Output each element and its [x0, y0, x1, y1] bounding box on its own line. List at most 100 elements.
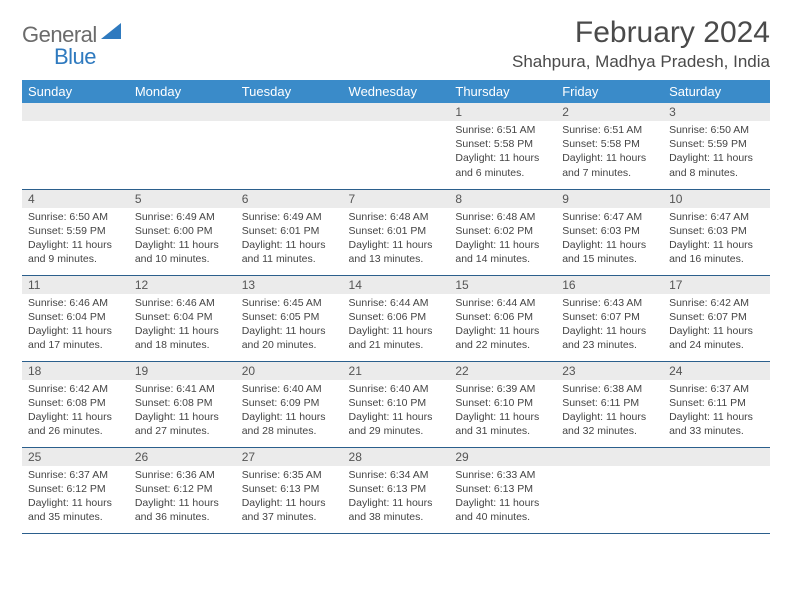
- day-number: 20: [236, 362, 343, 380]
- day-number: [556, 448, 663, 466]
- month-title: February 2024: [512, 16, 770, 50]
- day-details: Sunrise: 6:45 AMSunset: 6:05 PMDaylight:…: [236, 294, 343, 357]
- calendar-day-cell: 2Sunrise: 6:51 AMSunset: 5:58 PMDaylight…: [556, 103, 663, 189]
- weekday-header: Saturday: [663, 80, 770, 103]
- calendar-day-cell: 12Sunrise: 6:46 AMSunset: 6:04 PMDayligh…: [129, 275, 236, 361]
- day-details: Sunrise: 6:42 AMSunset: 6:07 PMDaylight:…: [663, 294, 770, 357]
- calendar-day-cell: [129, 103, 236, 189]
- weekday-header-row: Sunday Monday Tuesday Wednesday Thursday…: [22, 80, 770, 103]
- calendar-week-row: 1Sunrise: 6:51 AMSunset: 5:58 PMDaylight…: [22, 103, 770, 189]
- calendar-day-cell: 23Sunrise: 6:38 AMSunset: 6:11 PMDayligh…: [556, 361, 663, 447]
- day-details: Sunrise: 6:47 AMSunset: 6:03 PMDaylight:…: [663, 208, 770, 271]
- day-number: 23: [556, 362, 663, 380]
- bottom-rule: [22, 533, 770, 534]
- day-number: 9: [556, 190, 663, 208]
- day-number: 29: [449, 448, 556, 466]
- title-block: February 2024 Shahpura, Madhya Pradesh, …: [512, 16, 770, 72]
- calendar-day-cell: [343, 103, 450, 189]
- calendar-day-cell: 14Sunrise: 6:44 AMSunset: 6:06 PMDayligh…: [343, 275, 450, 361]
- calendar-week-row: 25Sunrise: 6:37 AMSunset: 6:12 PMDayligh…: [22, 447, 770, 533]
- day-details: Sunrise: 6:39 AMSunset: 6:10 PMDaylight:…: [449, 380, 556, 443]
- day-number: 11: [22, 276, 129, 294]
- calendar-day-cell: 17Sunrise: 6:42 AMSunset: 6:07 PMDayligh…: [663, 275, 770, 361]
- day-details: Sunrise: 6:42 AMSunset: 6:08 PMDaylight:…: [22, 380, 129, 443]
- calendar-day-cell: 5Sunrise: 6:49 AMSunset: 6:00 PMDaylight…: [129, 189, 236, 275]
- day-details: Sunrise: 6:46 AMSunset: 6:04 PMDaylight:…: [129, 294, 236, 357]
- day-number: 19: [129, 362, 236, 380]
- calendar-day-cell: 21Sunrise: 6:40 AMSunset: 6:10 PMDayligh…: [343, 361, 450, 447]
- weekday-header: Sunday: [22, 80, 129, 103]
- day-details: Sunrise: 6:41 AMSunset: 6:08 PMDaylight:…: [129, 380, 236, 443]
- day-number: 6: [236, 190, 343, 208]
- calendar-day-cell: 22Sunrise: 6:39 AMSunset: 6:10 PMDayligh…: [449, 361, 556, 447]
- day-details: Sunrise: 6:47 AMSunset: 6:03 PMDaylight:…: [556, 208, 663, 271]
- brand-triangle-icon: [101, 23, 121, 44]
- calendar-day-cell: 16Sunrise: 6:43 AMSunset: 6:07 PMDayligh…: [556, 275, 663, 361]
- calendar-day-cell: 13Sunrise: 6:45 AMSunset: 6:05 PMDayligh…: [236, 275, 343, 361]
- day-number: [663, 448, 770, 466]
- calendar-day-cell: 19Sunrise: 6:41 AMSunset: 6:08 PMDayligh…: [129, 361, 236, 447]
- day-number: 17: [663, 276, 770, 294]
- calendar-day-cell: 6Sunrise: 6:49 AMSunset: 6:01 PMDaylight…: [236, 189, 343, 275]
- calendar-day-cell: 26Sunrise: 6:36 AMSunset: 6:12 PMDayligh…: [129, 447, 236, 533]
- day-number: 22: [449, 362, 556, 380]
- day-number: 5: [129, 190, 236, 208]
- day-number: 2: [556, 103, 663, 121]
- day-number: 12: [129, 276, 236, 294]
- day-number: 28: [343, 448, 450, 466]
- weekday-header: Tuesday: [236, 80, 343, 103]
- day-details: Sunrise: 6:49 AMSunset: 6:01 PMDaylight:…: [236, 208, 343, 271]
- calendar-day-cell: 27Sunrise: 6:35 AMSunset: 6:13 PMDayligh…: [236, 447, 343, 533]
- day-details: Sunrise: 6:34 AMSunset: 6:13 PMDaylight:…: [343, 466, 450, 529]
- day-details: Sunrise: 6:46 AMSunset: 6:04 PMDaylight:…: [22, 294, 129, 357]
- day-number: 7: [343, 190, 450, 208]
- weekday-header: Wednesday: [343, 80, 450, 103]
- day-details: Sunrise: 6:44 AMSunset: 6:06 PMDaylight:…: [449, 294, 556, 357]
- weekday-header: Friday: [556, 80, 663, 103]
- day-number: 3: [663, 103, 770, 121]
- day-details: Sunrise: 6:36 AMSunset: 6:12 PMDaylight:…: [129, 466, 236, 529]
- day-number: [343, 103, 450, 121]
- calendar-day-cell: 28Sunrise: 6:34 AMSunset: 6:13 PMDayligh…: [343, 447, 450, 533]
- day-details: Sunrise: 6:37 AMSunset: 6:11 PMDaylight:…: [663, 380, 770, 443]
- day-number: 24: [663, 362, 770, 380]
- calendar-day-cell: 1Sunrise: 6:51 AMSunset: 5:58 PMDaylight…: [449, 103, 556, 189]
- day-details: Sunrise: 6:40 AMSunset: 6:09 PMDaylight:…: [236, 380, 343, 443]
- header: General February 2024 Shahpura, Madhya P…: [22, 16, 770, 72]
- calendar-day-cell: [236, 103, 343, 189]
- calendar-day-cell: 7Sunrise: 6:48 AMSunset: 6:01 PMDaylight…: [343, 189, 450, 275]
- day-number: 27: [236, 448, 343, 466]
- calendar-day-cell: 29Sunrise: 6:33 AMSunset: 6:13 PMDayligh…: [449, 447, 556, 533]
- day-details: Sunrise: 6:37 AMSunset: 6:12 PMDaylight:…: [22, 466, 129, 529]
- day-details: Sunrise: 6:48 AMSunset: 6:01 PMDaylight:…: [343, 208, 450, 271]
- calendar-week-row: 18Sunrise: 6:42 AMSunset: 6:08 PMDayligh…: [22, 361, 770, 447]
- day-number: 1: [449, 103, 556, 121]
- day-details: Sunrise: 6:35 AMSunset: 6:13 PMDaylight:…: [236, 466, 343, 529]
- calendar-day-cell: 8Sunrise: 6:48 AMSunset: 6:02 PMDaylight…: [449, 189, 556, 275]
- day-number: 25: [22, 448, 129, 466]
- day-details: Sunrise: 6:43 AMSunset: 6:07 PMDaylight:…: [556, 294, 663, 357]
- calendar-table: Sunday Monday Tuesday Wednesday Thursday…: [22, 80, 770, 533]
- calendar-day-cell: 11Sunrise: 6:46 AMSunset: 6:04 PMDayligh…: [22, 275, 129, 361]
- calendar-day-cell: 18Sunrise: 6:42 AMSunset: 6:08 PMDayligh…: [22, 361, 129, 447]
- calendar-day-cell: [663, 447, 770, 533]
- day-number: 4: [22, 190, 129, 208]
- calendar-week-row: 11Sunrise: 6:46 AMSunset: 6:04 PMDayligh…: [22, 275, 770, 361]
- day-number: 18: [22, 362, 129, 380]
- calendar-day-cell: 4Sunrise: 6:50 AMSunset: 5:59 PMDaylight…: [22, 189, 129, 275]
- day-number: 13: [236, 276, 343, 294]
- calendar-day-cell: [556, 447, 663, 533]
- day-number: 8: [449, 190, 556, 208]
- calendar-day-cell: [22, 103, 129, 189]
- day-number: 10: [663, 190, 770, 208]
- calendar-day-cell: 9Sunrise: 6:47 AMSunset: 6:03 PMDaylight…: [556, 189, 663, 275]
- day-details: Sunrise: 6:51 AMSunset: 5:58 PMDaylight:…: [449, 121, 556, 184]
- day-details: Sunrise: 6:49 AMSunset: 6:00 PMDaylight:…: [129, 208, 236, 271]
- day-number: [129, 103, 236, 121]
- day-details: Sunrise: 6:44 AMSunset: 6:06 PMDaylight:…: [343, 294, 450, 357]
- day-details: Sunrise: 6:51 AMSunset: 5:58 PMDaylight:…: [556, 121, 663, 184]
- day-details: Sunrise: 6:50 AMSunset: 5:59 PMDaylight:…: [663, 121, 770, 184]
- day-number: 26: [129, 448, 236, 466]
- day-number: 21: [343, 362, 450, 380]
- location: Shahpura, Madhya Pradesh, India: [512, 52, 770, 72]
